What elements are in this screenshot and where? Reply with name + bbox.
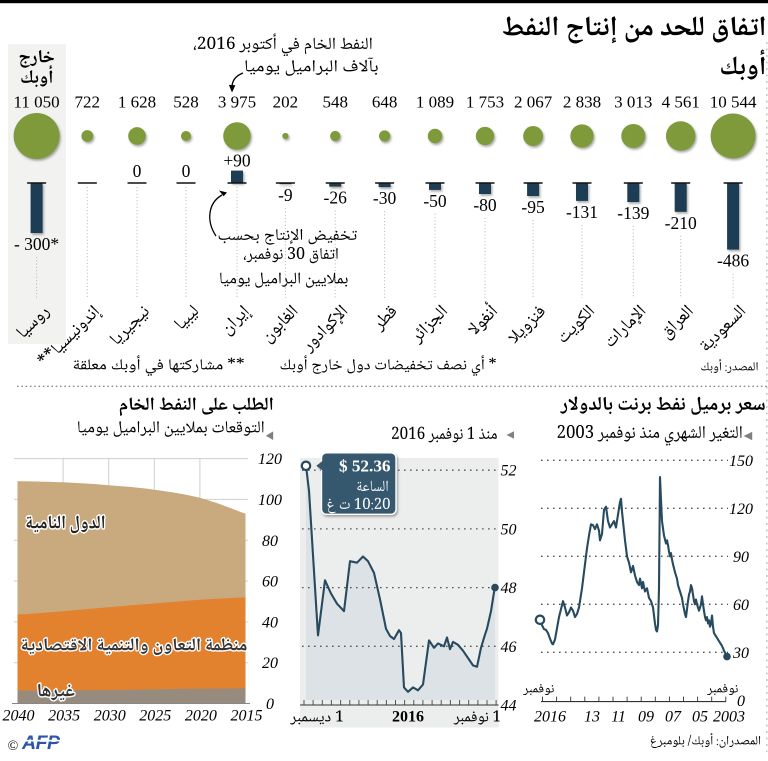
- svg-text:528: 528: [173, 93, 199, 112]
- svg-text:2035: 2035: [48, 708, 80, 725]
- svg-text:-210: -210: [665, 213, 697, 233]
- svg-text:80: 80: [262, 533, 278, 550]
- svg-text:2020: 2020: [185, 708, 217, 725]
- svg-text:-50: -50: [423, 191, 447, 211]
- svg-text:-139: -139: [617, 203, 649, 223]
- svg-text:46: 46: [501, 639, 517, 656]
- svg-text:48: 48: [501, 580, 517, 597]
- svg-text:-486: -486: [717, 251, 749, 271]
- svg-text:-30: -30: [373, 188, 397, 208]
- svg-text:60: 60: [733, 597, 749, 614]
- svg-text:$ 52.36: $ 52.36: [339, 457, 391, 476]
- svg-text:- 300*: - 300*: [14, 234, 59, 254]
- svg-text:52: 52: [501, 463, 517, 480]
- svg-text:2016: 2016: [534, 709, 566, 726]
- svg-text:90: 90: [733, 549, 749, 566]
- svg-text:11 050: 11 050: [14, 93, 60, 112]
- svg-text:648: 648: [372, 93, 398, 112]
- svg-text:100: 100: [258, 492, 282, 509]
- svg-text:4 561: 4 561: [662, 93, 700, 112]
- svg-text:3 013: 3 013: [614, 93, 652, 112]
- svg-text:-26: -26: [324, 188, 348, 208]
- svg-text:2015: 2015: [231, 708, 263, 725]
- svg-text:-9: -9: [278, 185, 293, 205]
- svg-text:60: 60: [262, 574, 278, 591]
- svg-text:548: 548: [322, 93, 348, 112]
- svg-text:40: 40: [262, 614, 278, 631]
- svg-text:2016: 2016: [392, 709, 424, 726]
- svg-text:07: 07: [665, 709, 682, 726]
- svg-text:-95: -95: [521, 197, 545, 217]
- svg-text:44: 44: [501, 698, 517, 715]
- svg-text:AFP: AFP: [21, 732, 61, 754]
- svg-text:1 089: 1 089: [416, 93, 454, 112]
- svg-text:150: 150: [729, 453, 753, 470]
- svg-text:05: 05: [692, 709, 708, 726]
- svg-text:0: 0: [737, 693, 745, 710]
- svg-text:202: 202: [273, 93, 299, 112]
- svg-text:20: 20: [262, 655, 278, 672]
- svg-text:0: 0: [133, 161, 142, 181]
- svg-text:-80: -80: [473, 195, 497, 215]
- svg-text:3 975: 3 975: [218, 93, 256, 112]
- svg-text:30: 30: [732, 645, 749, 662]
- svg-text:-131: -131: [566, 202, 598, 222]
- svg-text:2025: 2025: [139, 708, 171, 725]
- svg-text:13: 13: [584, 709, 600, 726]
- svg-text:120: 120: [729, 501, 753, 518]
- svg-text:2030: 2030: [94, 708, 126, 725]
- svg-text:0: 0: [266, 696, 274, 713]
- svg-text:2 067: 2 067: [514, 93, 553, 112]
- svg-text:©: ©: [8, 739, 19, 754]
- svg-text:2 838: 2 838: [563, 93, 601, 112]
- svg-text:1 628: 1 628: [118, 93, 156, 112]
- svg-text:0: 0: [182, 161, 191, 181]
- svg-text:11: 11: [611, 709, 626, 726]
- svg-text:09: 09: [638, 709, 654, 726]
- svg-text:722: 722: [75, 93, 101, 112]
- svg-text:1 753: 1 753: [466, 93, 504, 112]
- svg-text:+90: +90: [223, 151, 251, 171]
- svg-text:2040: 2040: [3, 708, 35, 725]
- svg-text:10 544: 10 544: [710, 93, 757, 112]
- svg-text:50: 50: [501, 521, 517, 538]
- svg-text:120: 120: [258, 451, 282, 468]
- svg-text:2003: 2003: [713, 709, 745, 726]
